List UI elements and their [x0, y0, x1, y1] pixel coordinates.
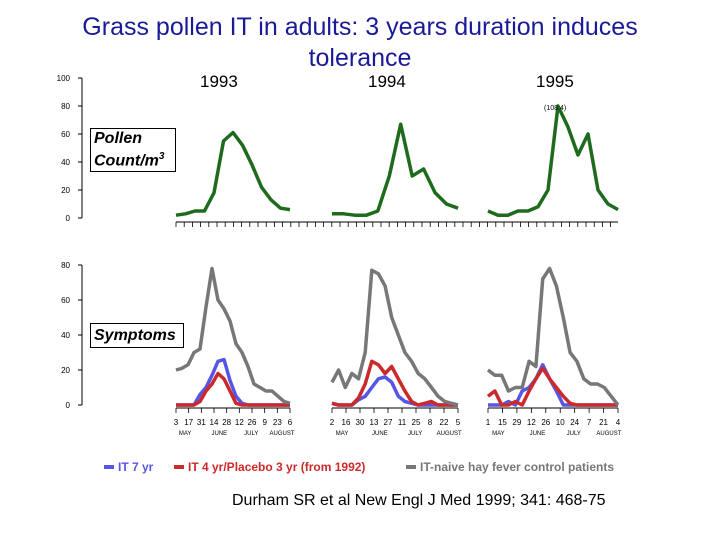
symptoms-month-label: JUNE: [211, 431, 227, 437]
symptoms-x-tick-label: 24: [570, 418, 579, 427]
symptoms-month-label: MAY: [492, 431, 505, 437]
symptoms-month-label: AUGUST: [270, 431, 295, 437]
pollen-line-1993: [175, 130, 291, 217]
symptoms-line-naive-1993: [175, 266, 291, 405]
symptoms-x-tick-label: 22: [440, 418, 449, 427]
symptoms-y-tick-label: 40: [61, 331, 70, 340]
symptoms-line-it4-1993: [176, 371, 290, 407]
symptoms-x-tick-label: 10: [556, 418, 565, 427]
year-label-1995: 1995: [536, 72, 574, 91]
symptoms-x-tick-label: 26: [541, 418, 550, 427]
symptoms-x-tick-label: 12: [235, 418, 244, 427]
symptoms-month-label: JULY: [244, 431, 258, 437]
symptoms-x-tick-label: 9: [262, 418, 267, 427]
symptoms-y-tick-label: 60: [61, 296, 70, 305]
pollen-y-tick-label: 0: [66, 214, 71, 223]
legend-label-1: IT 4 yr/Placebo 3 yr (from 1992): [188, 460, 365, 474]
symptoms-month-label: AUGUST: [596, 431, 621, 437]
symptoms-x-tick-label: 16: [342, 418, 351, 427]
symptoms-line-naive-1994: [330, 268, 459, 407]
symptoms-x-tick-label: 29: [512, 418, 521, 427]
symptoms-x-tick-label: 26: [248, 418, 257, 427]
symptoms-x-tick-label: 3: [174, 418, 179, 427]
year-label-1994: 1994: [368, 72, 406, 91]
symptoms-line-it4-1995: [486, 366, 618, 407]
symptoms-x-tick-label: 30: [356, 418, 365, 427]
pollen-y-tick-label: 20: [61, 186, 70, 195]
symptoms-month-label: JULY: [408, 431, 422, 437]
year-label-1993: 1993: [200, 72, 238, 91]
pollen-label-line1: Pollen: [94, 130, 143, 147]
symptoms-month-label: JUNE: [530, 431, 546, 437]
symptoms-x-tick-label: 4: [616, 418, 621, 427]
pollen-count-label: Pollen Count/m3: [90, 128, 176, 173]
pollen-line-1994: [332, 122, 459, 217]
symptoms-y-tick-label: 20: [61, 366, 70, 375]
symptoms-x-tick-label: 13: [370, 418, 379, 427]
symptoms-x-tick-label: 5: [456, 418, 461, 427]
symptoms-x-tick-label: 12: [527, 418, 536, 427]
symptoms-x-tick-label: 14: [210, 418, 219, 427]
symptoms-x-tick-label: 7: [587, 418, 592, 427]
symptoms-x-tick-label: 1: [486, 418, 491, 427]
symptoms-y-tick-label: 80: [61, 261, 70, 270]
symptoms-x-tick-label: 25: [412, 418, 421, 427]
pollen-y-tick-label: 80: [61, 102, 70, 111]
pollen-y-tick-label: 100: [57, 74, 71, 83]
symptoms-month-label: MAY: [336, 431, 349, 437]
symptoms-x-tick-label: 31: [197, 418, 206, 427]
symptoms-line-naive-1995: [486, 266, 620, 407]
symptoms-y-tick-label: 0: [66, 401, 71, 410]
pollen-unit-text: Count/m: [94, 152, 159, 170]
legend-label-2: IT-naive hay fever control patients: [420, 460, 614, 474]
symptoms-line-it4-1994: [331, 359, 458, 407]
page-title: Grass pollen IT in adults: 3 years durat…: [82, 13, 638, 72]
symptoms-x-tick-label: 2: [330, 418, 335, 427]
symptoms-x-tick-label: 6: [288, 418, 293, 427]
pollen-label-line2: Count/m3: [94, 148, 172, 170]
symptoms-month-label: MAY: [179, 431, 192, 437]
symptoms-x-tick-label: 27: [384, 418, 393, 427]
pollen-line-1995: [487, 104, 619, 217]
symptoms-x-tick-label: 11: [398, 418, 407, 427]
symptoms-x-tick-label: 8: [428, 418, 433, 427]
legend-label-0: IT 7 yr: [118, 460, 154, 474]
pollen-peak-annotation: (108.4): [544, 105, 566, 112]
citation: Durham SR et al New Engl J Med 1999; 341…: [232, 492, 606, 509]
symptoms-x-tick-label: 23: [273, 418, 282, 427]
symptoms-x-tick-label: 21: [599, 418, 608, 427]
symptoms-month-label: JULY: [567, 431, 581, 437]
symptoms-month-label: AUGUST: [437, 431, 462, 437]
pollen-unit-superscript: 3: [158, 151, 165, 162]
symptoms-x-tick-label: 15: [498, 418, 507, 427]
pollen-y-tick-label: 40: [61, 158, 70, 167]
pollen-y-tick-label: 60: [61, 130, 70, 139]
symptoms-label: Symptoms: [90, 323, 184, 348]
symptoms-line-it7-1994: [331, 375, 458, 407]
symptoms-x-tick-label: 17: [184, 418, 193, 427]
symptoms-month-label: JUNE: [372, 431, 388, 437]
symptoms-x-tick-label: 28: [222, 418, 231, 427]
